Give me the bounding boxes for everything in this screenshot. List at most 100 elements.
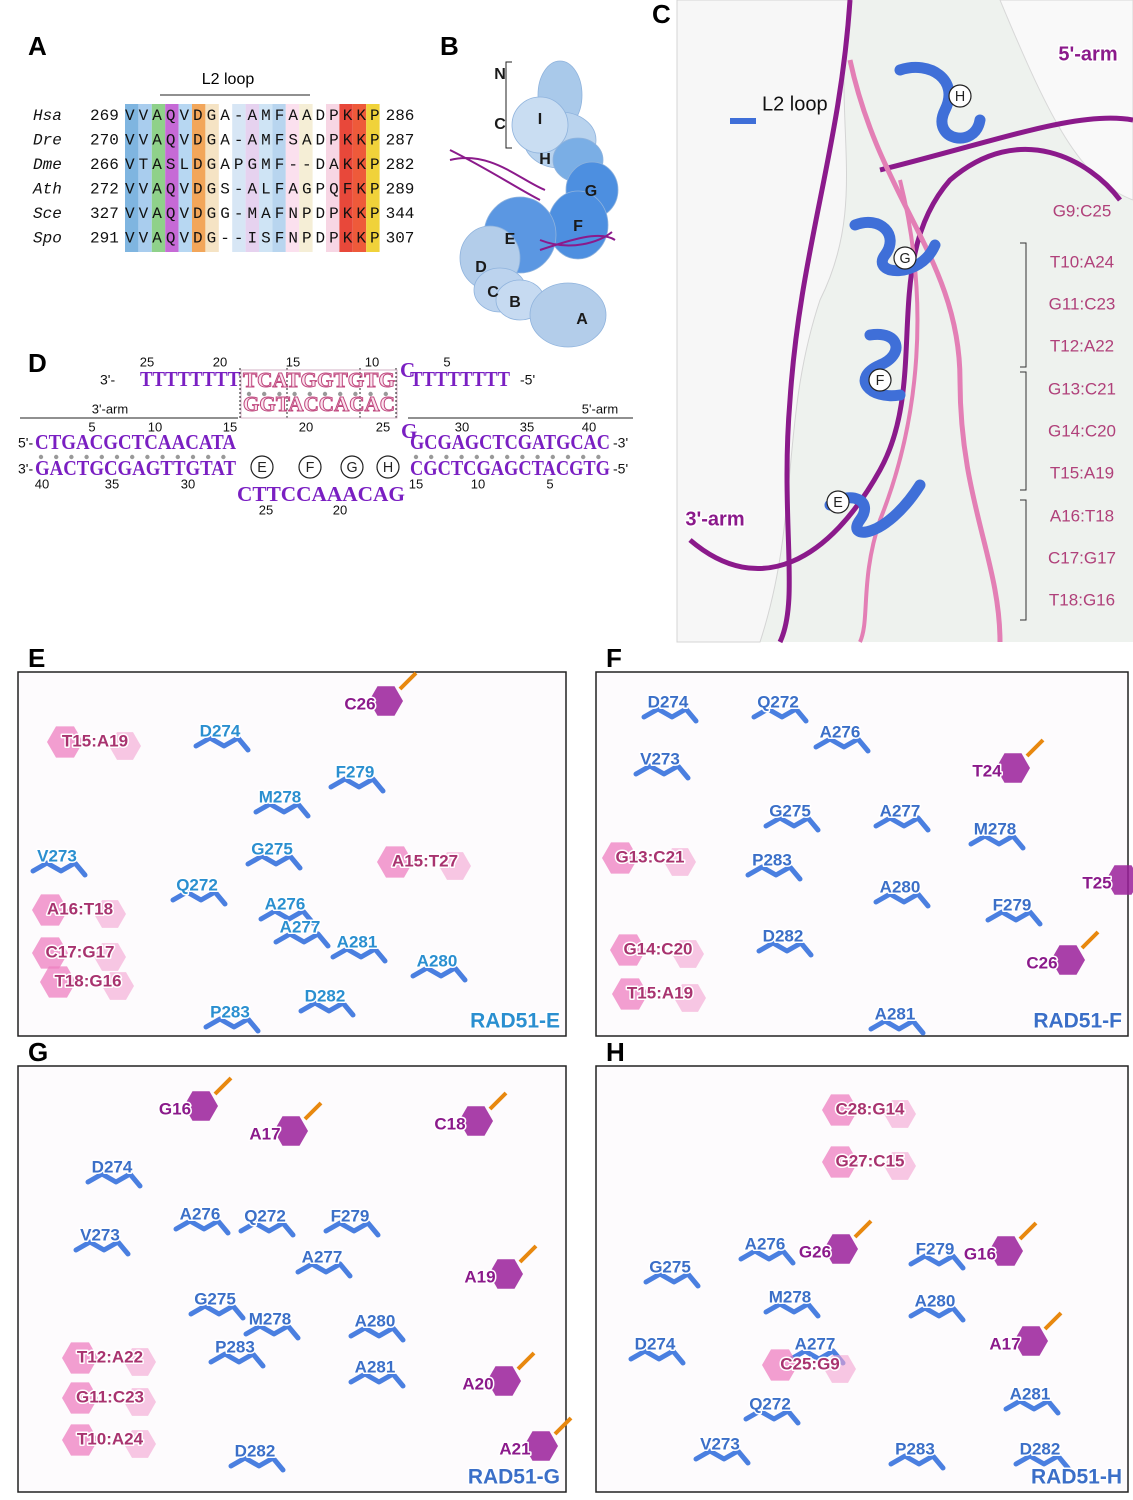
residue-label: D274 (635, 1334, 676, 1353)
residue-stick (273, 931, 331, 949)
nucleotide-base (884, 1152, 916, 1180)
residue-stick (298, 1000, 356, 1018)
base-pair-label: G11:C23 (1049, 294, 1116, 313)
species: Dme (33, 156, 62, 174)
residue-label: A281 (337, 932, 378, 951)
residue-label: D274 (92, 1157, 133, 1176)
pair-bracket (1020, 499, 1027, 621)
phosphate-stick (303, 1101, 323, 1121)
position-number: 15 (409, 476, 423, 491)
residue-label: A15:T27 (392, 851, 458, 870)
residue-label: A277 (302, 1247, 343, 1266)
pink-box (240, 369, 398, 419)
strand-end: 5'- (18, 435, 33, 451)
species: Sce (33, 205, 62, 223)
pair-dot (307, 391, 312, 397)
residue-stick (173, 1218, 231, 1236)
residue-label: A277 (880, 801, 921, 820)
pair-dot (277, 391, 282, 397)
alignment-column (352, 104, 367, 252)
residue-stick (203, 1016, 261, 1034)
end-position: 289 (386, 181, 415, 199)
nucleotide-base (602, 842, 638, 874)
residue-stick (641, 706, 699, 724)
alignment-column (339, 104, 353, 252)
phosphate-stick (518, 1244, 538, 1264)
base-pair-label: T18:G16 (1049, 590, 1115, 609)
subunit-label: N (494, 66, 506, 83)
alignment-column (178, 104, 192, 252)
sequence: GACTGCGAGTTGTAT (35, 456, 236, 480)
pair-dot (322, 391, 328, 397)
end-position: 282 (386, 156, 415, 174)
position-number: 25 (140, 354, 154, 369)
subunit-label: G (585, 183, 597, 200)
residue-label: V273 (700, 1434, 740, 1453)
residue-stick (751, 706, 809, 724)
residue-stick (348, 1371, 406, 1389)
residue-stick (888, 1453, 946, 1471)
nucleotide-base (884, 1100, 916, 1128)
l2-loop-ribbon (849, 216, 941, 277)
position-number: 10 (148, 419, 162, 434)
pair-dot (459, 454, 464, 460)
sequence: TCATGGTGTG (243, 368, 395, 392)
position-number: 25 (259, 502, 273, 517)
phosphate-stick (1025, 738, 1045, 758)
subunit-name: RAD51-F (1033, 1010, 1122, 1033)
position-number: 30 (181, 476, 195, 491)
start-position: 327 (90, 205, 119, 223)
residue-stick (743, 1408, 801, 1426)
residue-stick (258, 908, 316, 926)
base-pair-label: T15:A19 (1050, 463, 1114, 482)
pair-dot (114, 454, 120, 460)
alignment-column (192, 104, 206, 252)
residue-label: G275 (769, 801, 811, 820)
residue-stick (813, 736, 871, 754)
pair-dot (221, 454, 226, 460)
residue-label: G16 (159, 1099, 191, 1118)
residue-label: A17 (249, 1124, 280, 1143)
dna-strand (879, 115, 1133, 173)
end-position: 307 (386, 230, 415, 248)
protein-surface (676, 0, 851, 643)
residue-stick (693, 1448, 751, 1466)
base-pair-label: T12:A22 (1050, 336, 1114, 355)
alignment-column (205, 104, 219, 252)
position-number: 15 (223, 419, 237, 434)
residue-stick (908, 1253, 966, 1271)
subunit-marker-circle (868, 368, 892, 392)
residue-label: F279 (993, 895, 1032, 914)
pair-dot (474, 454, 479, 460)
phosphate-stick (1018, 1221, 1038, 1241)
nucleotide-base (989, 1236, 1023, 1266)
residue-label: A16:T18 (47, 899, 113, 918)
residue-stick (73, 1239, 131, 1257)
alignment-column (151, 104, 166, 252)
nucleotide-base (439, 852, 471, 880)
position-number: 40 (582, 419, 596, 434)
residue-stick (193, 735, 251, 753)
nucleotide-base (62, 1382, 98, 1414)
pair-dot (338, 391, 343, 397)
residue-label: V273 (80, 1225, 120, 1244)
position-number: 5 (546, 476, 553, 491)
nucleotide-base (102, 972, 134, 1000)
subunit-marker: G (346, 460, 357, 476)
alignment-column (259, 104, 273, 252)
residue-stick (170, 889, 228, 907)
sequence: G (401, 419, 417, 443)
strand-end: -5' (520, 372, 535, 388)
position-number: 5 (88, 419, 95, 434)
sequence: TTTTTTTT (140, 367, 240, 391)
pair-dot (581, 454, 586, 460)
pair-dot (505, 454, 510, 460)
residue-stick (188, 1303, 246, 1321)
residue-label: Q272 (176, 875, 218, 894)
base-pair-label: A16:T18 (1050, 506, 1114, 525)
base-pair-label: C17:G17 (1048, 548, 1116, 567)
l2-loop-ribbon (859, 328, 906, 402)
residue-label: A281 (1010, 1384, 1051, 1403)
subunit-label: C (494, 116, 506, 133)
residue-label: T15:A19 (62, 731, 128, 750)
